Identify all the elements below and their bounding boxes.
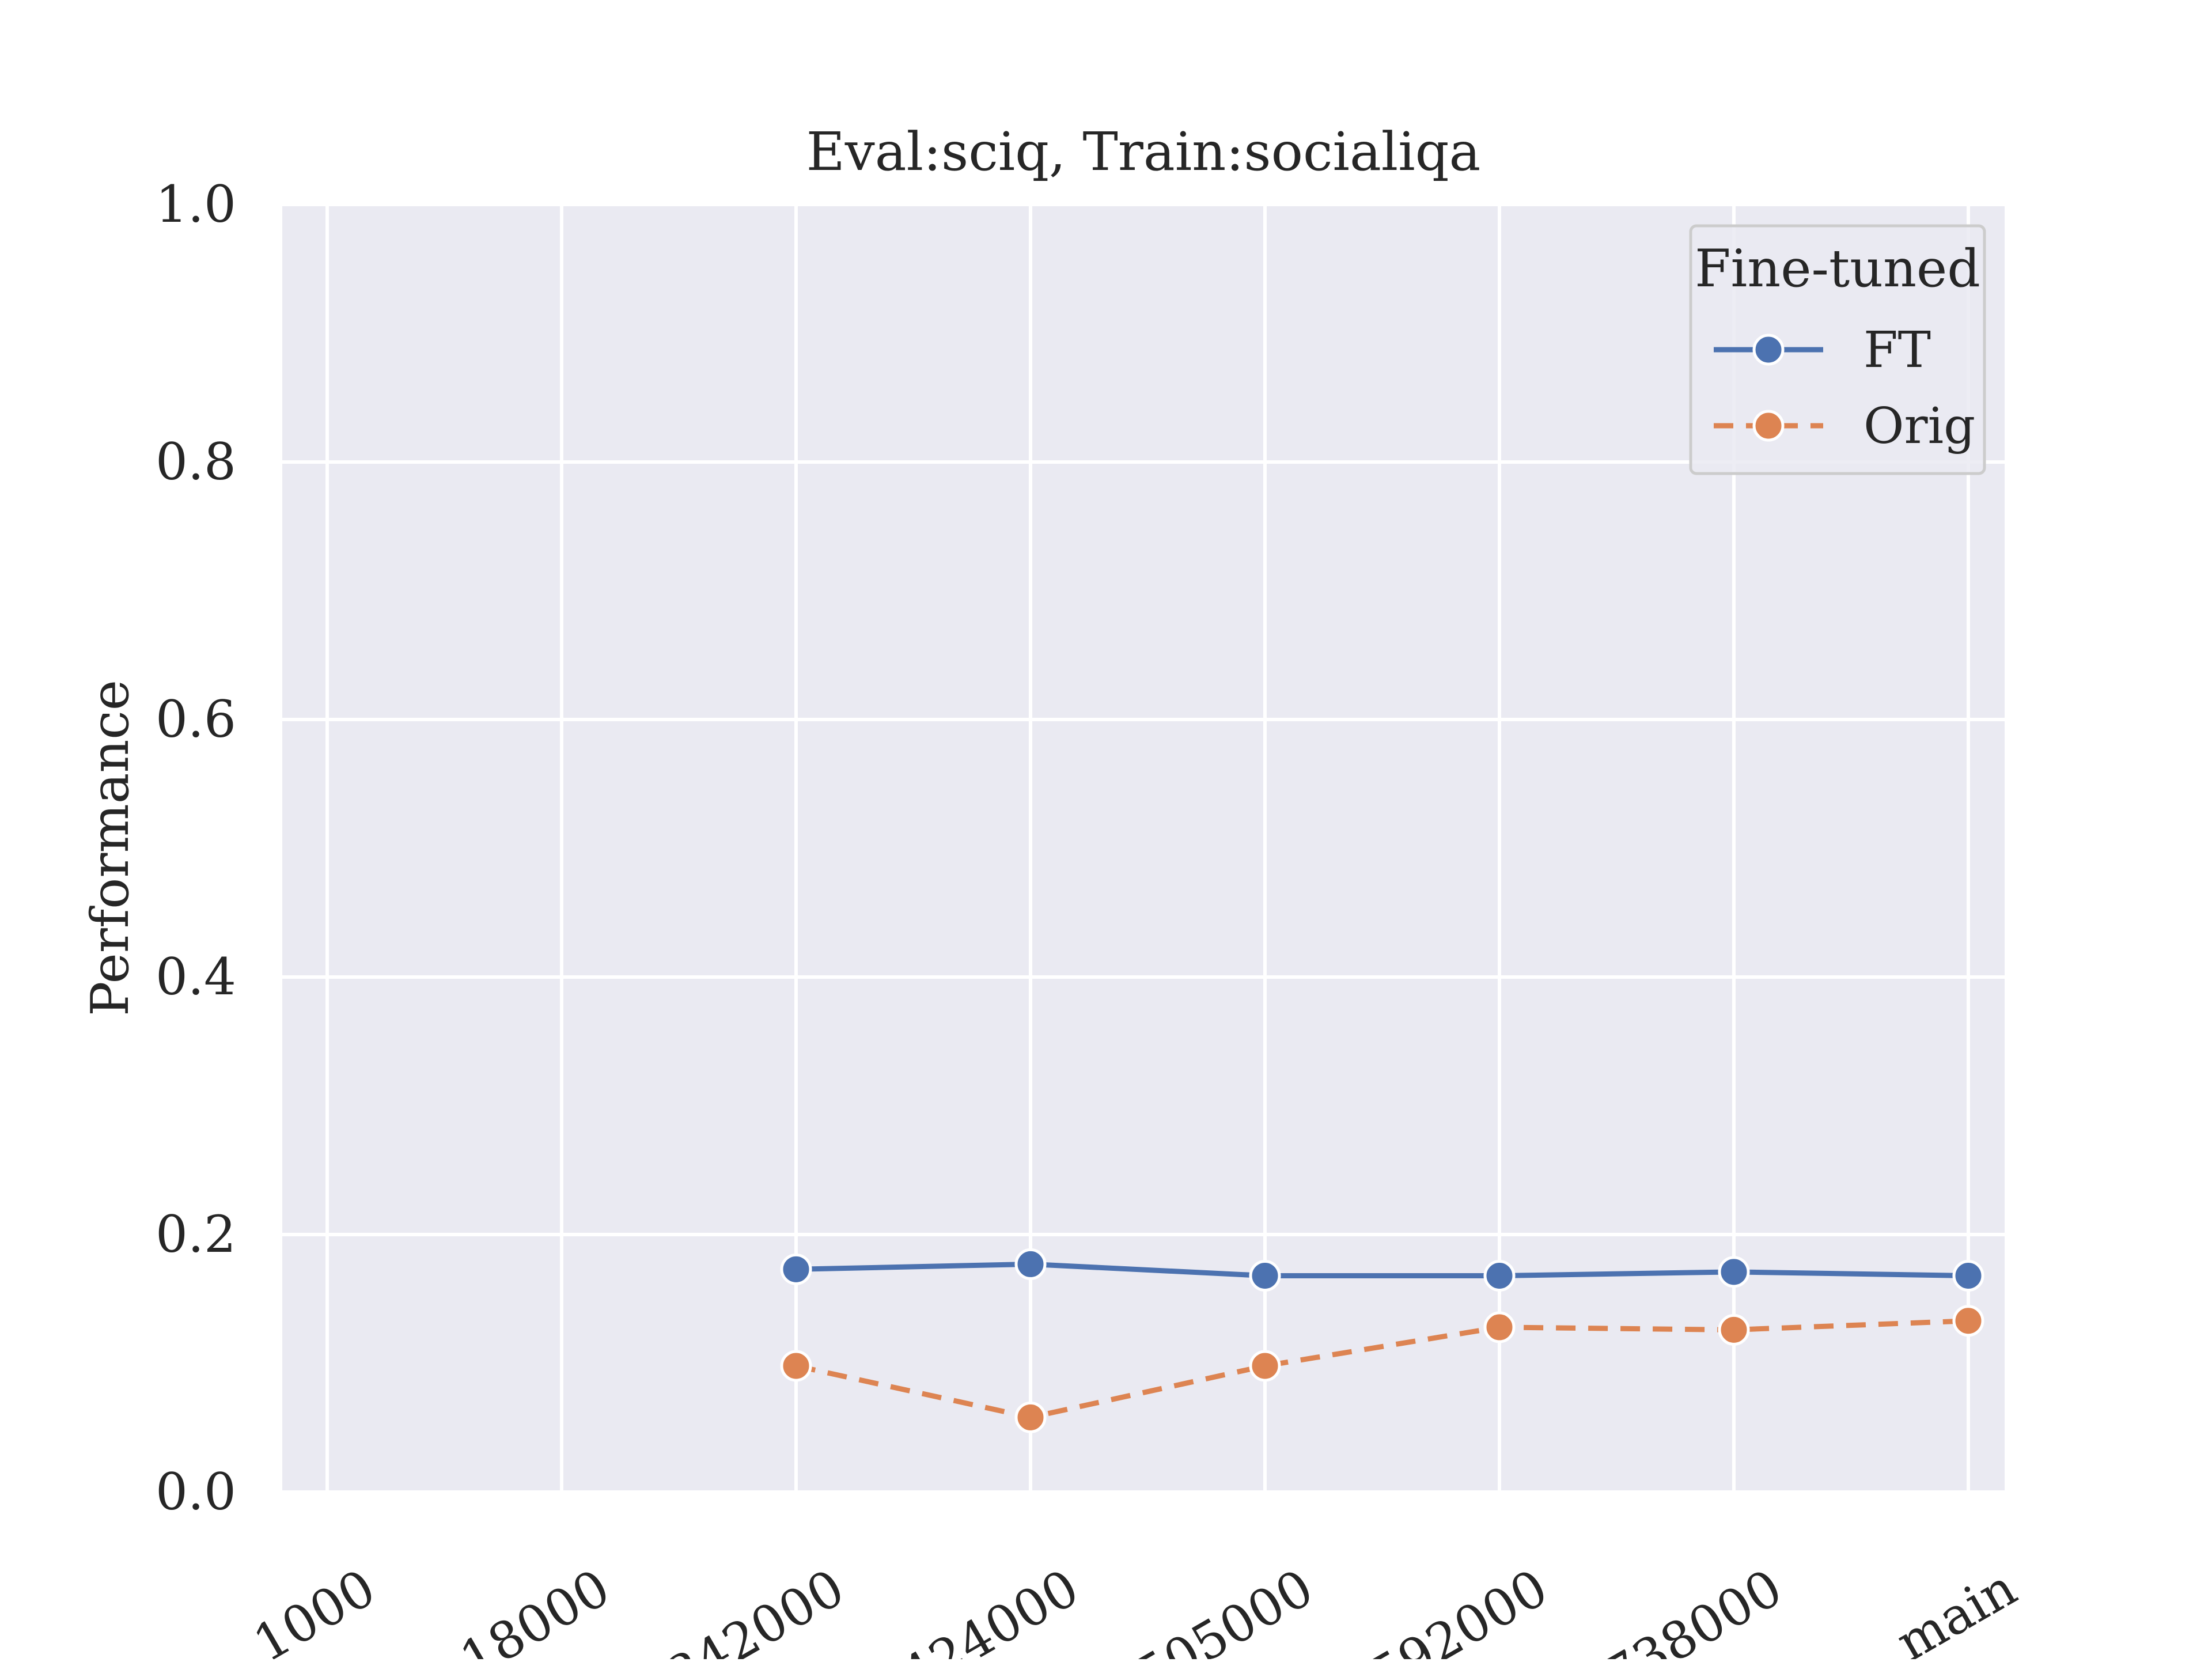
data-point-orig: [1014, 1401, 1047, 1433]
legend-marker-orig: [1752, 410, 1785, 442]
series-orig: [780, 1305, 1984, 1433]
series-line-ft: [793, 1261, 1971, 1279]
data-point-orig: [1249, 1350, 1281, 1382]
data-point-orig: [1483, 1311, 1516, 1343]
y-tick-label: 0.0: [156, 1462, 236, 1521]
data-point-ft: [780, 1253, 812, 1285]
y-tick-label: 1.0: [156, 175, 236, 234]
x-tick-label: 592000: [1360, 1558, 1557, 1659]
x-tick-label: 342000: [657, 1558, 854, 1659]
y-tick-label: 0.2: [156, 1205, 236, 1264]
data-point-ft: [1014, 1248, 1047, 1280]
legend-marker-ft: [1752, 334, 1785, 366]
chart-title: Eval:sciq, Train:socialiqa: [806, 121, 1481, 183]
data-point-ft: [1483, 1260, 1516, 1292]
data-point-orig: [1952, 1305, 1984, 1337]
data-point-orig: [1718, 1313, 1750, 1346]
legend-title: Fine-tuned: [1695, 238, 1980, 299]
x-tick-label: main: [1887, 1558, 2027, 1659]
series-line-orig: [796, 1318, 1969, 1420]
x-axis-ticks: 1000 18000 342000 424000 505000 592000 738000 m…: [244, 1558, 2027, 1662]
x-tick-label: 424000: [891, 1558, 1088, 1659]
data-point-ft: [1249, 1260, 1281, 1292]
x-tick-label: 1000: [244, 1558, 385, 1659]
y-tick-label: 0.4: [156, 947, 236, 1006]
x-tick-label: 738000: [1594, 1558, 1791, 1659]
data-point-ft: [1718, 1256, 1750, 1288]
legend-label-ft: FT: [1863, 321, 1931, 379]
data-point-orig: [780, 1350, 812, 1382]
y-axis-ticks: 0.0 0.2 0.4 0.6 0.8 1.0: [156, 175, 236, 1521]
y-tick-label: 0.6: [156, 690, 236, 749]
series-ft: [780, 1248, 1984, 1292]
legend: Fine-tuned FT Orig: [1689, 224, 1986, 475]
x-tick-label: 505000: [1126, 1558, 1323, 1659]
y-tick-label: 0.8: [156, 432, 236, 491]
x-tick-label: 18000: [450, 1558, 620, 1659]
data-point-ft: [1952, 1260, 1984, 1292]
y-axis-label: Performance: [80, 680, 141, 1016]
legend-label-orig: Orig: [1863, 397, 1975, 455]
series-lines: [780, 1248, 1984, 1433]
